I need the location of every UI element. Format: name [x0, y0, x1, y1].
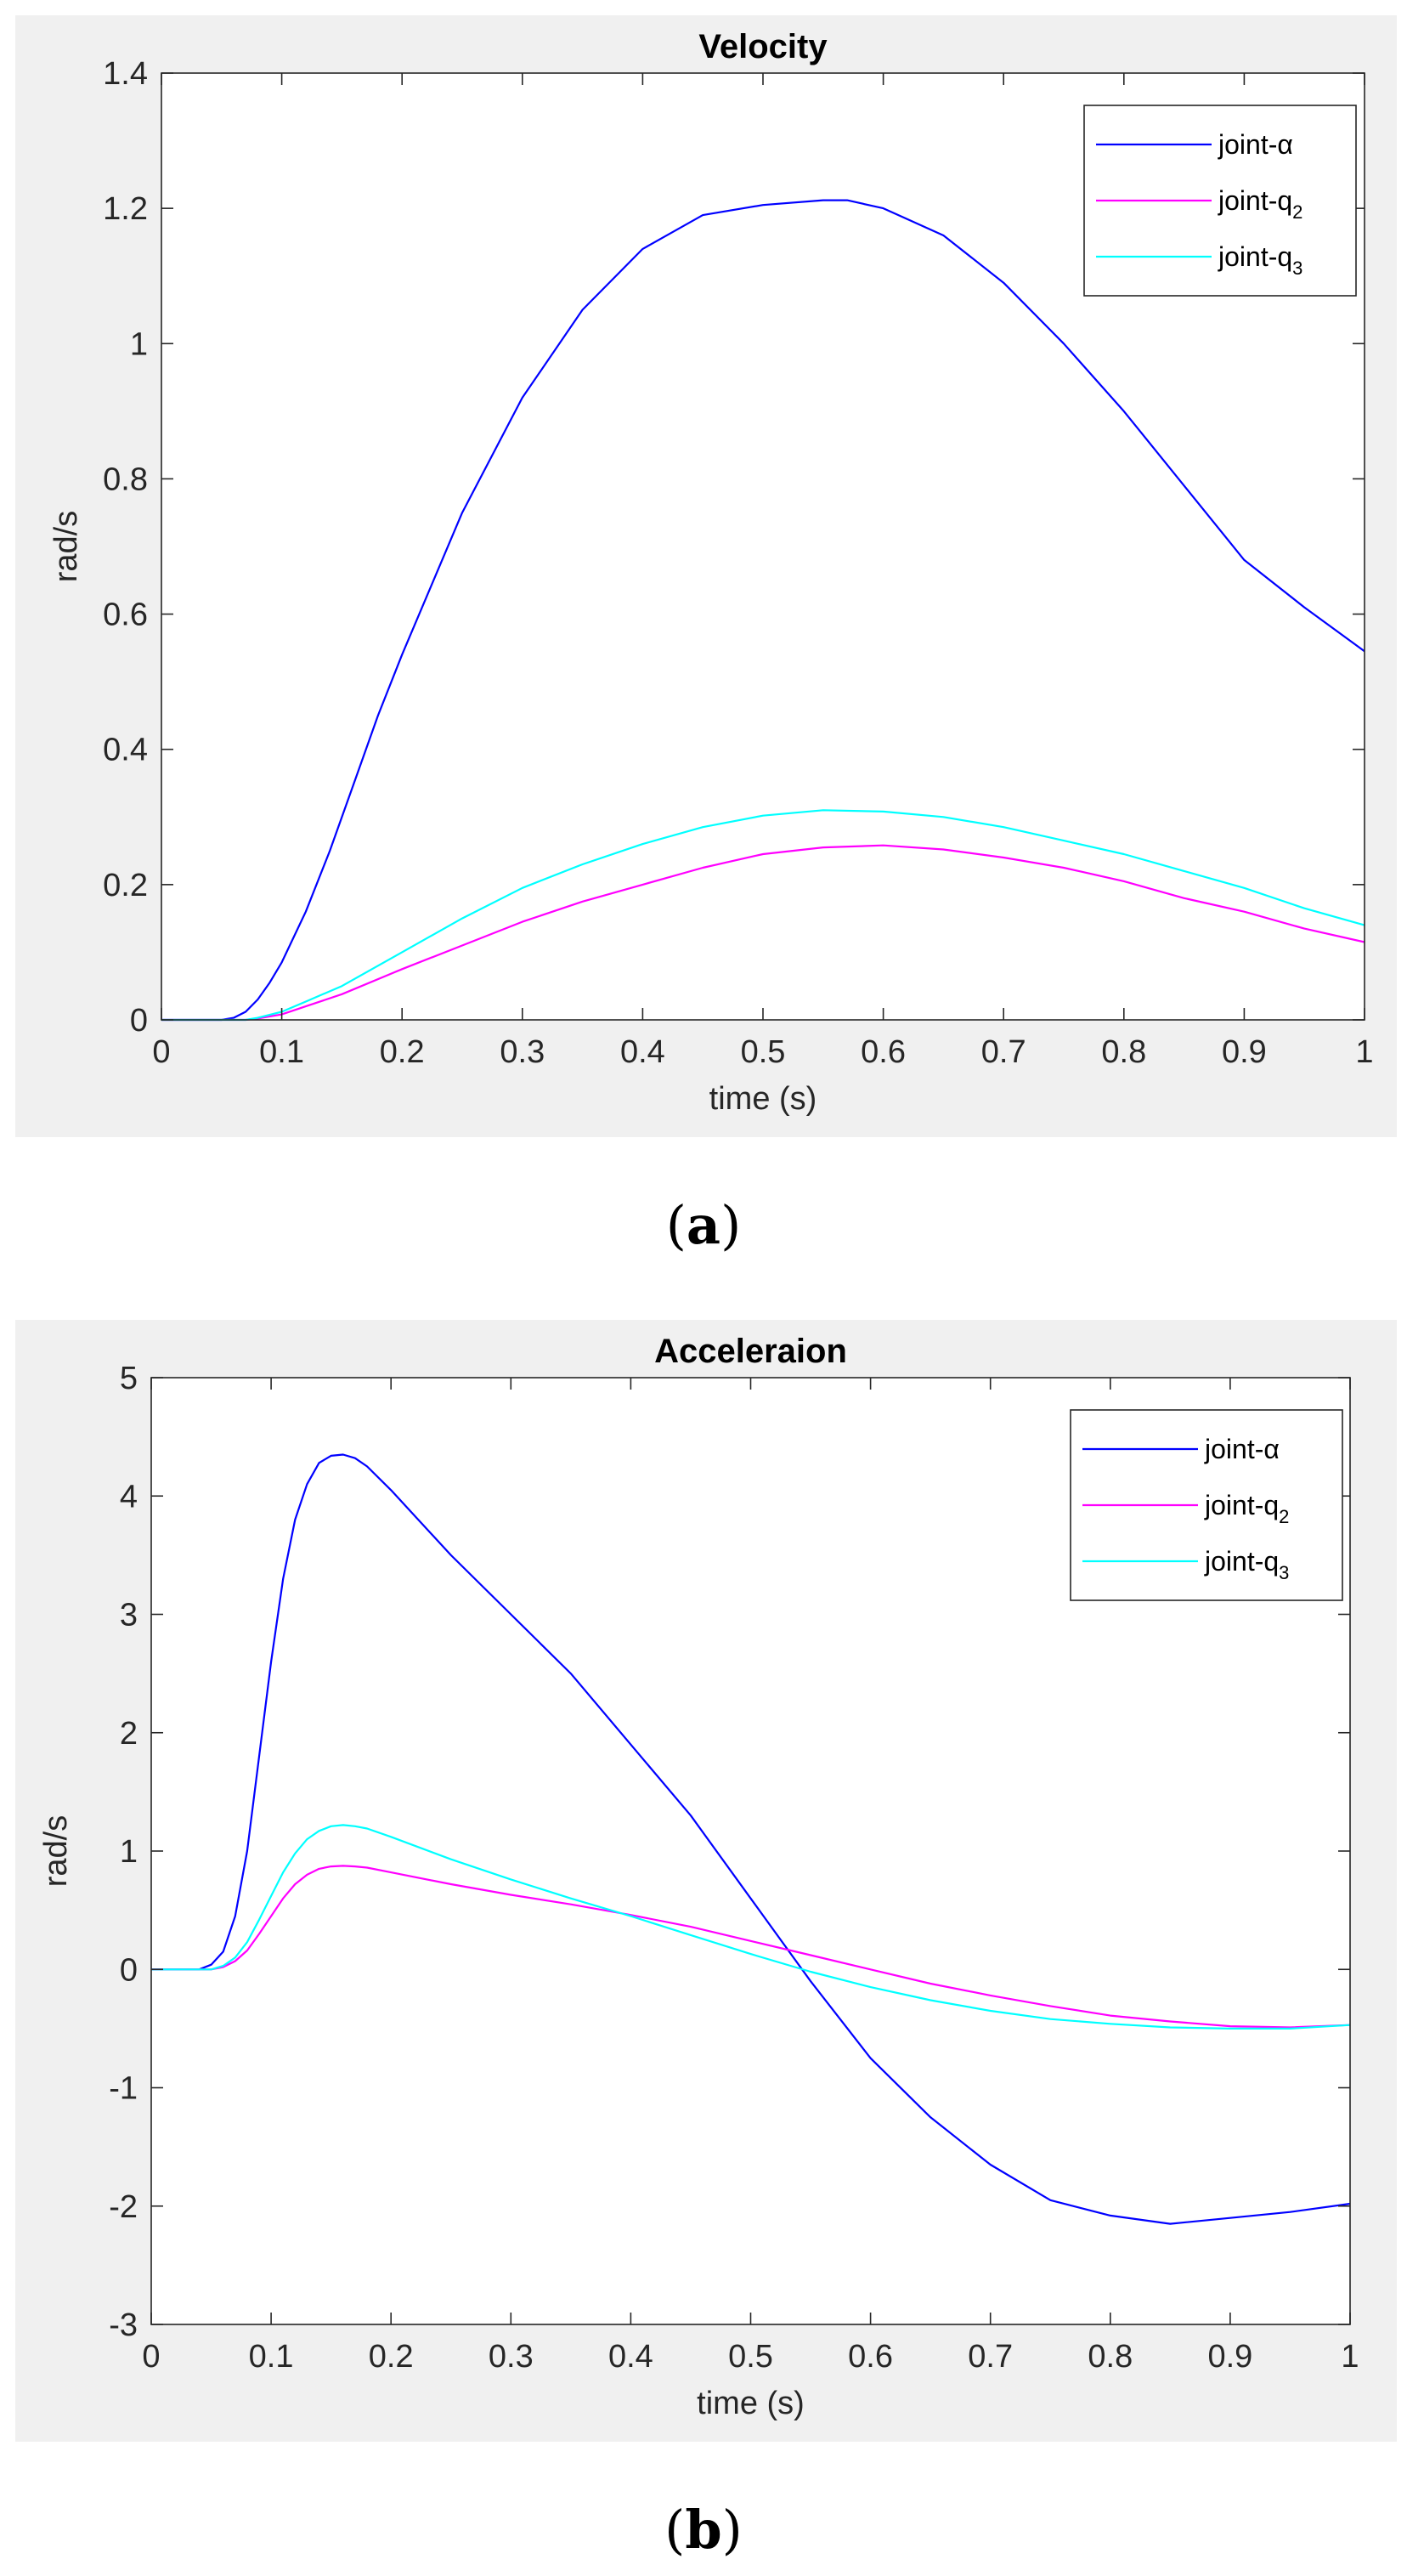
chart1-y-axis-label: rad/s — [48, 511, 84, 582]
chart1-x-tick-label: 0.6 — [861, 1034, 906, 1070]
chart1-x-tick-label: 0.7 — [981, 1034, 1026, 1070]
chart2-series-line-1 — [151, 1453, 1351, 2225]
chart2-x-tick-label: 0.5 — [728, 2339, 773, 2375]
chart2-x-tick-label: 0.8 — [1088, 2339, 1133, 2375]
chart2-y-tick-label: -2 — [109, 2189, 138, 2225]
chart1-x-tick-label: 0.2 — [380, 1034, 425, 1070]
chart2-x-tick-label: 0.7 — [968, 2339, 1013, 2375]
caption-a: (a) — [665, 1194, 742, 1256]
chart1-x-tick-label: 0 — [152, 1034, 170, 1070]
chart2-y-axis-label: rad/s — [38, 1815, 74, 1887]
chart1-x-tick-label: 1 — [1355, 1034, 1373, 1070]
chart2-y-tick-label: 2 — [120, 1716, 138, 1752]
chart2-series-line-2 — [151, 1865, 1351, 2029]
chart1-x-tick-label: 0.3 — [500, 1034, 545, 1070]
chart1-series-line-2 — [161, 844, 1365, 1022]
chart2-x-tick-label: 0.3 — [489, 2339, 534, 2375]
chart2-y-tick-label: -1 — [109, 2071, 138, 2107]
acceleration-chart-panel: 0 0.1 0.2 0.3 0.4 0.5 0.6 0.7 0.8 0.9 1 -3 -2 -1 0 1 2 3 4… — [15, 1320, 1397, 2442]
chart2-y-tick-label: 1 — [120, 1834, 138, 1870]
chart1-x-tick-label: 0.8 — [1101, 1034, 1146, 1070]
chart1-y-tick-label: 1.2 — [103, 191, 148, 227]
chart2-title: Acceleraion — [654, 1333, 847, 1370]
chart2-y-tick-label: 4 — [120, 1479, 138, 1514]
chart1-y-tick-label: 1 — [130, 326, 148, 362]
velocity-chart: 0 0.1 0.2 0.3 0.4 0.5 0.6 0.7 0.8 0.9 1 0 0.2 0.4 0.6 0… — [48, 28, 1374, 1117]
chart1-y-tick-label: 1.4 — [103, 56, 148, 92]
chart1-title: Velocity — [698, 28, 828, 65]
chart2-x-tick-label: 1 — [1341, 2339, 1359, 2375]
chart2-x-tick-label: 0.2 — [369, 2339, 414, 2375]
chart1-y-tick-label: 0 — [130, 1003, 148, 1039]
chart1-series-line-1 — [161, 199, 1365, 1022]
chart1-y-tick-label: 0.2 — [103, 868, 148, 903]
chart1-y-tick-label: 0.4 — [103, 733, 148, 768]
chart1-x-tick-label: 0.5 — [741, 1034, 786, 1070]
chart1-y-tick-label: 0.6 — [103, 597, 148, 633]
chart2-x-tick-label: 0.9 — [1207, 2339, 1252, 2375]
chart2-y-tick-label: -3 — [109, 2307, 138, 2343]
caption-b: (b) — [664, 2499, 743, 2561]
chart2-series-line-3 — [151, 1824, 1351, 2030]
chart2-x-tick-label: 0.4 — [608, 2339, 653, 2375]
chart2-x-tick-label: 0 — [142, 2339, 160, 2375]
chart1-x-tick-label: 0.9 — [1222, 1034, 1267, 1070]
chart1-x-tick-label: 0.1 — [259, 1034, 304, 1070]
chart2-x-tick-label: 0.6 — [848, 2339, 893, 2375]
chart2-x-tick-label: 0.1 — [249, 2339, 294, 2375]
chart1-x-axis-label: time (s) — [709, 1081, 817, 1117]
velocity-chart-panel: 0 0.1 0.2 0.3 0.4 0.5 0.6 0.7 0.8 0.9 1 0 0.2 0.4 0.6 0… — [15, 15, 1397, 1137]
chart2-y-tick-label: 0 — [120, 1952, 138, 1988]
chart2-y-tick-label: 5 — [120, 1361, 138, 1396]
chart2-x-axis-label: time (s) — [697, 2386, 805, 2421]
chart1-x-tick-label: 0.4 — [620, 1034, 665, 1070]
chart1-series-line-3 — [161, 809, 1365, 1022]
chart2-y-tick-label: 3 — [120, 1598, 138, 1633]
chart1-y-tick-label: 0.8 — [103, 461, 148, 497]
chart2-legend-label-1: joint-α — [1204, 1434, 1280, 1464]
chart1-legend-label-1: joint-α — [1218, 129, 1293, 160]
acceleration-chart: 0 0.1 0.2 0.3 0.4 0.5 0.6 0.7 0.8 0.9 1 -3 -2 -1 0 1 2 3 4… — [38, 1333, 1359, 2421]
